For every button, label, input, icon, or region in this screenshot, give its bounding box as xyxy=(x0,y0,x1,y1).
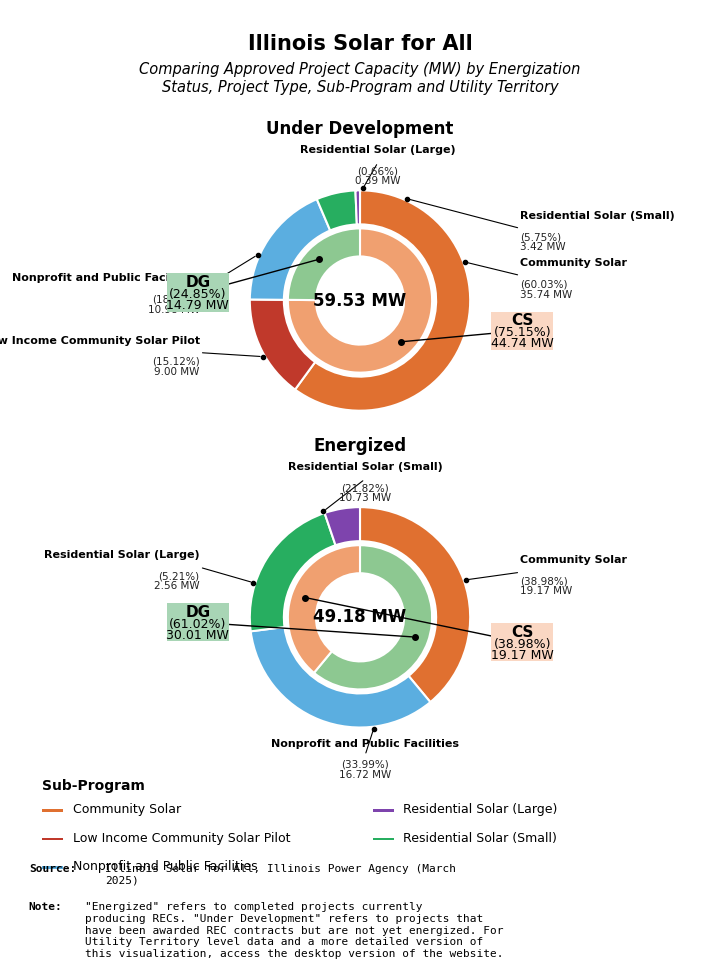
Text: (38.98%): (38.98%) xyxy=(521,576,568,587)
Text: (61.02%): (61.02%) xyxy=(169,618,226,631)
Text: 30.01 MW: 30.01 MW xyxy=(166,629,229,642)
Text: "Energized" refers to completed projects currently
producing RECs. "Under Develo: "Energized" refers to completed projects… xyxy=(85,902,503,959)
Text: (38.98%): (38.98%) xyxy=(493,637,551,651)
Text: Community Solar: Community Solar xyxy=(521,258,627,269)
Text: 9.00 MW: 9.00 MW xyxy=(154,367,199,376)
Text: Residential Solar (Large): Residential Solar (Large) xyxy=(403,804,558,816)
Text: 35.74 MW: 35.74 MW xyxy=(521,290,572,300)
Text: 14.79 MW: 14.79 MW xyxy=(166,299,229,312)
Text: CS: CS xyxy=(511,313,534,328)
FancyBboxPatch shape xyxy=(491,623,554,661)
Text: 3.42 MW: 3.42 MW xyxy=(521,243,566,252)
Text: (0.66%): (0.66%) xyxy=(358,166,399,177)
Wedge shape xyxy=(295,190,470,411)
Wedge shape xyxy=(356,190,360,225)
Text: (21.82%): (21.82%) xyxy=(341,483,389,493)
Text: Energized: Energized xyxy=(313,437,407,455)
Wedge shape xyxy=(360,507,470,702)
FancyBboxPatch shape xyxy=(491,312,554,349)
Text: Low Income Community Solar Pilot: Low Income Community Solar Pilot xyxy=(73,831,290,845)
Text: Residential Solar (Large): Residential Solar (Large) xyxy=(300,145,456,156)
FancyBboxPatch shape xyxy=(166,603,229,641)
Text: Residential Solar (Small): Residential Solar (Small) xyxy=(521,211,675,222)
Text: Nonprofit and Public Facilities: Nonprofit and Public Facilities xyxy=(12,274,199,283)
Text: 49.18 MW: 49.18 MW xyxy=(313,609,407,626)
Text: Community Solar: Community Solar xyxy=(521,555,627,565)
Text: (24.85%): (24.85%) xyxy=(169,288,227,301)
Text: DG: DG xyxy=(185,605,210,620)
Text: 2.56 MW: 2.56 MW xyxy=(154,581,199,591)
Text: Illinois Solar for All: Illinois Solar for All xyxy=(248,34,472,54)
Text: 16.72 MW: 16.72 MW xyxy=(339,770,391,780)
Bar xyxy=(42,809,63,812)
Text: Comparing Approved Project Capacity (MW) by Energization
Status, Project Type, S: Comparing Approved Project Capacity (MW)… xyxy=(139,62,581,95)
FancyBboxPatch shape xyxy=(166,274,229,312)
Bar xyxy=(373,837,394,840)
Wedge shape xyxy=(288,228,360,300)
Text: Community Solar: Community Solar xyxy=(73,804,181,816)
Text: (18.44%): (18.44%) xyxy=(152,295,199,304)
Text: 59.53 MW: 59.53 MW xyxy=(313,292,407,309)
Text: Source:: Source: xyxy=(29,864,76,874)
Text: 0.39 MW: 0.39 MW xyxy=(355,177,401,186)
Text: Low Income Community Solar Pilot: Low Income Community Solar Pilot xyxy=(0,336,199,346)
Text: Residential Solar (Small): Residential Solar (Small) xyxy=(403,831,557,845)
Text: Residential Solar (Large): Residential Solar (Large) xyxy=(44,550,199,561)
Wedge shape xyxy=(251,627,431,728)
Text: DG: DG xyxy=(185,275,210,290)
Text: Residential Solar (Small): Residential Solar (Small) xyxy=(287,462,442,472)
Text: CS: CS xyxy=(511,625,534,640)
Wedge shape xyxy=(288,228,432,372)
Text: 10.98 MW: 10.98 MW xyxy=(148,304,199,315)
Text: 19.17 MW: 19.17 MW xyxy=(521,587,572,596)
Text: (5.21%): (5.21%) xyxy=(158,571,199,581)
Wedge shape xyxy=(317,190,357,230)
Text: (5.75%): (5.75%) xyxy=(521,232,562,243)
Wedge shape xyxy=(250,300,315,390)
Text: Nonprofit and Public Facilities: Nonprofit and Public Facilities xyxy=(73,860,258,873)
Wedge shape xyxy=(325,507,360,545)
Bar xyxy=(42,866,63,869)
Bar xyxy=(42,837,63,840)
Text: Illinois Solar for All, Illinois Power Agency (March
2025): Illinois Solar for All, Illinois Power A… xyxy=(105,864,456,885)
Text: (33.99%): (33.99%) xyxy=(341,759,389,770)
Text: (75.15%): (75.15%) xyxy=(493,326,551,339)
Text: 19.17 MW: 19.17 MW xyxy=(491,649,554,661)
Text: Under Development: Under Development xyxy=(266,120,454,138)
Text: (15.12%): (15.12%) xyxy=(152,356,199,367)
Wedge shape xyxy=(314,545,432,689)
Wedge shape xyxy=(288,545,360,673)
Wedge shape xyxy=(250,513,336,632)
Text: Note:: Note: xyxy=(29,902,63,912)
Text: Nonprofit and Public Facilities: Nonprofit and Public Facilities xyxy=(271,738,459,749)
Text: (60.03%): (60.03%) xyxy=(521,279,568,290)
Text: Sub-Program: Sub-Program xyxy=(42,780,145,793)
Wedge shape xyxy=(250,199,330,300)
Text: 44.74 MW: 44.74 MW xyxy=(491,337,554,350)
Text: 10.73 MW: 10.73 MW xyxy=(339,493,391,503)
Bar xyxy=(373,809,394,812)
